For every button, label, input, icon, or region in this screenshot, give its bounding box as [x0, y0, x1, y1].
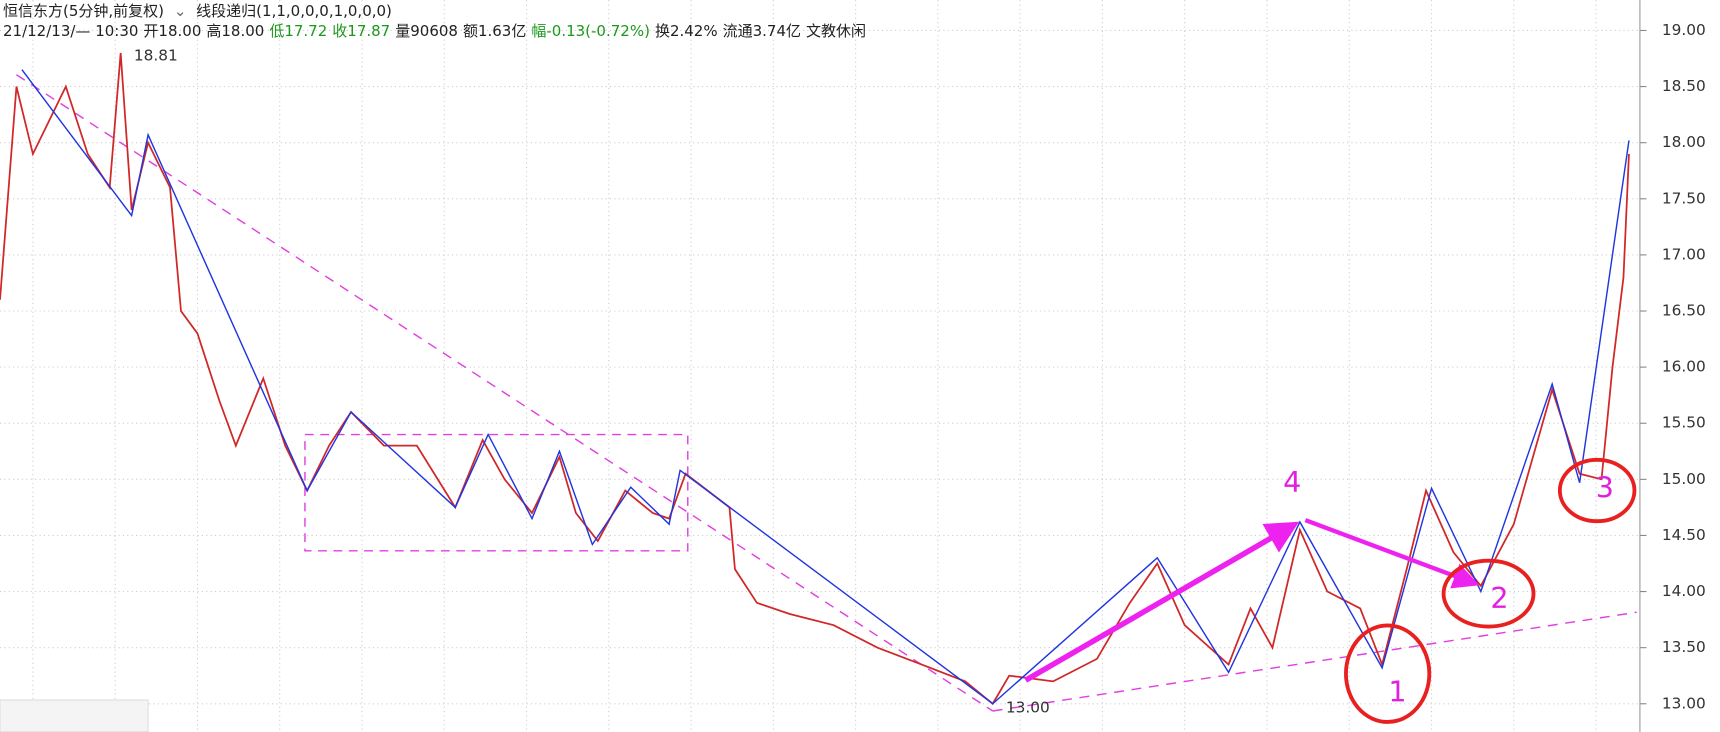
label: 3	[1596, 471, 1614, 504]
y-tick-label: 14.00	[1662, 582, 1706, 600]
circle	[1344, 623, 1432, 724]
info-item: 流通3.74亿	[722, 22, 802, 40]
annotation: 18.81	[134, 47, 178, 65]
label: 2	[1490, 582, 1508, 615]
panel-tab	[0, 699, 149, 732]
y-tick-label: 16.50	[1662, 302, 1706, 320]
y-tick-label: 16.00	[1662, 358, 1706, 376]
info-item: 收17.87	[332, 22, 391, 40]
trend-line	[992, 611, 1637, 712]
y-tick-label: 17.50	[1662, 189, 1706, 207]
header-line-2: 21/12/13/— 10:30 开18.00 高18.00 低17.72 收17.87…	[3, 20, 871, 41]
label: 1	[1388, 675, 1406, 708]
y-tick-label: 13.00	[1662, 694, 1706, 712]
info-item: 开18.00	[143, 22, 202, 40]
annotation: 13.00	[1006, 699, 1050, 717]
arrow	[1024, 521, 1300, 683]
info-item: 文教休闲	[806, 22, 867, 40]
info-item: 量90608	[395, 22, 458, 40]
info-item: 高18.00	[206, 22, 265, 40]
y-tick-label: 18.50	[1662, 77, 1706, 95]
indicator: 线段递归(1,1,0,0,0,1,0,0,0)	[196, 2, 392, 20]
info-item: 幅-0.13(-0.72%)	[531, 22, 650, 40]
y-tick-label: 13.50	[1662, 638, 1706, 656]
range-box	[304, 433, 689, 552]
info-item: 低17.72	[269, 22, 328, 40]
y-tick-label: 18.00	[1662, 133, 1706, 151]
trend-line	[16, 74, 994, 712]
arrow	[1304, 518, 1480, 589]
y-tick-label: 19.00	[1662, 21, 1706, 39]
label: 4	[1283, 466, 1301, 499]
y-tick-label: 17.00	[1662, 245, 1706, 263]
info-item: 21/12/13/— 10:30	[3, 22, 139, 40]
y-tick-label: 15.50	[1662, 414, 1706, 432]
info-item: 换2.42%	[654, 22, 718, 40]
series-line	[21, 69, 1630, 705]
y-tick-label: 15.00	[1662, 470, 1706, 488]
info-item: 额1.63亿	[462, 22, 527, 40]
indicator-icon: ⌄	[173, 2, 187, 20]
title: 恒信东方(5分钟,前复权)	[3, 2, 165, 20]
circle	[1557, 457, 1637, 524]
series-line	[0, 52, 1630, 706]
circle	[1441, 558, 1536, 629]
header-line-1: 恒信东方(5分钟,前复权) ⌄ 线段递归(1,1,0,0,0,1,0,0,0)	[3, 0, 397, 21]
y-tick-label: 14.50	[1662, 526, 1706, 544]
